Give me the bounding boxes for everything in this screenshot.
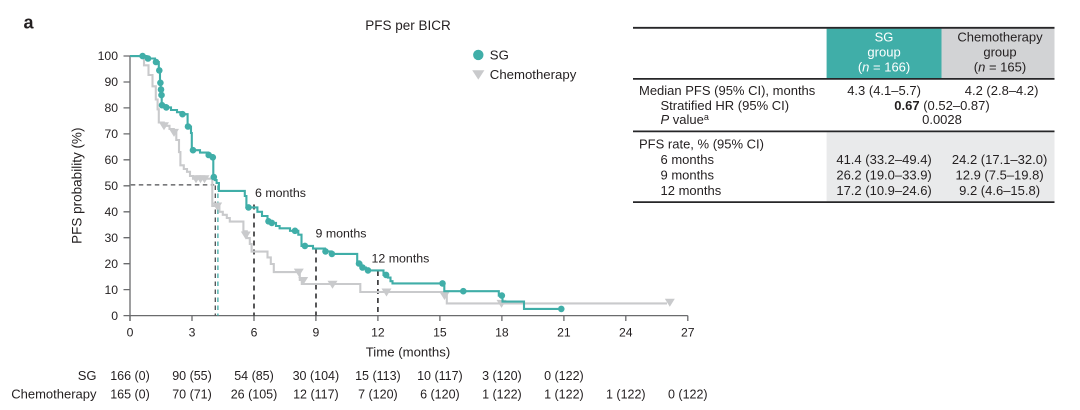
svg-text:a: a [24, 13, 35, 33]
svg-text:7 (120): 7 (120) [358, 388, 398, 402]
svg-text:SG: SG [78, 368, 97, 383]
svg-text:3 (120): 3 (120) [482, 369, 522, 383]
svg-text:PFS per BICR: PFS per BICR [365, 18, 451, 33]
svg-text:12.9 (7.5–19.8): 12.9 (7.5–19.8) [956, 168, 1044, 183]
svg-text:0: 0 [111, 309, 118, 323]
svg-text:30: 30 [104, 231, 118, 245]
svg-text:20: 20 [104, 257, 118, 271]
svg-text:0.67 (0.52–0.87): 0.67 (0.52–0.87) [894, 98, 989, 113]
svg-text:165 (0): 165 (0) [110, 388, 150, 402]
svg-text:60: 60 [104, 153, 118, 167]
svg-text:3: 3 [189, 326, 196, 340]
svg-text:1 (122): 1 (122) [544, 388, 584, 402]
svg-text:SG: SG [875, 29, 894, 44]
svg-text:12 months: 12 months [372, 252, 430, 266]
svg-text:0 (122): 0 (122) [668, 388, 708, 402]
svg-text:0.0028: 0.0028 [922, 112, 962, 127]
svg-text:(n = 166): (n = 166) [858, 60, 910, 75]
svg-text:group: group [983, 44, 1016, 59]
svg-text:4.2 (2.8–4.2): 4.2 (2.8–4.2) [965, 83, 1039, 98]
svg-text:26.2 (19.0–33.9): 26.2 (19.0–33.9) [836, 168, 931, 183]
svg-text:10: 10 [104, 283, 118, 297]
svg-text:0 (122): 0 (122) [544, 369, 584, 383]
svg-text:Chemotherapy: Chemotherapy [11, 387, 97, 402]
svg-text:1 (122): 1 (122) [606, 388, 646, 402]
svg-text:26 (105): 26 (105) [231, 388, 278, 402]
svg-text:12 (117): 12 (117) [293, 388, 339, 402]
svg-text:Median PFS (95% CI), months: Median PFS (95% CI), months [639, 83, 816, 98]
svg-text:Chemotherapy: Chemotherapy [957, 29, 1043, 44]
svg-text:24.2 (17.1–32.0): 24.2 (17.1–32.0) [952, 152, 1047, 167]
svg-text:166 (0): 166 (0) [110, 369, 150, 383]
svg-text:(n = 165): (n = 165) [974, 60, 1026, 75]
svg-text:18: 18 [495, 326, 509, 340]
svg-text:4.3 (4.1–5.7): 4.3 (4.1–5.7) [847, 83, 921, 98]
svg-text:50: 50 [104, 179, 118, 193]
svg-text:40: 40 [104, 205, 118, 219]
svg-text:30 (104): 30 (104) [293, 369, 340, 383]
svg-text:0: 0 [127, 326, 134, 340]
svg-text:9: 9 [313, 326, 320, 340]
svg-text:90 (55): 90 (55) [172, 369, 212, 383]
svg-text:6 (120): 6 (120) [420, 388, 460, 402]
svg-text:PFS probability (%): PFS probability (%) [69, 128, 84, 244]
svg-text:9.2 (4.6–15.8): 9.2 (4.6–15.8) [959, 183, 1040, 198]
svg-text:12: 12 [371, 326, 385, 340]
svg-text:group: group [867, 44, 900, 59]
svg-text:6: 6 [251, 326, 258, 340]
svg-text:12 months: 12 months [661, 183, 722, 198]
svg-text:17.2 (10.9–24.6): 17.2 (10.9–24.6) [836, 183, 931, 198]
svg-text:54 (85): 54 (85) [234, 369, 274, 383]
svg-text:90: 90 [104, 75, 118, 89]
svg-text:27: 27 [681, 326, 695, 340]
svg-text:Time (months): Time (months) [366, 345, 451, 360]
svg-text:P valuea: P valuea [661, 112, 709, 127]
svg-text:9 months: 9 months [316, 227, 367, 241]
svg-text:41.4 (33.2–49.4): 41.4 (33.2–49.4) [836, 152, 931, 167]
svg-text:Stratified HR (95% CI): Stratified HR (95% CI) [661, 98, 790, 113]
svg-text:10 (117): 10 (117) [417, 369, 463, 383]
svg-text:15: 15 [433, 326, 447, 340]
svg-text:PFS rate, % (95% CI): PFS rate, % (95% CI) [639, 137, 764, 152]
svg-text:24: 24 [619, 326, 633, 340]
svg-text:9 months: 9 months [661, 168, 715, 183]
svg-text:6 months: 6 months [255, 186, 306, 200]
svg-text:80: 80 [104, 101, 118, 115]
svg-text:15 (113): 15 (113) [355, 369, 401, 383]
svg-text:SG: SG [490, 47, 509, 62]
svg-text:70: 70 [104, 127, 118, 141]
svg-text:70 (71): 70 (71) [172, 388, 212, 402]
svg-text:1 (122): 1 (122) [482, 388, 522, 402]
svg-text:21: 21 [557, 326, 571, 340]
svg-text:6 months: 6 months [661, 152, 715, 167]
svg-text:Chemotherapy: Chemotherapy [490, 67, 577, 82]
svg-text:100: 100 [98, 49, 119, 63]
